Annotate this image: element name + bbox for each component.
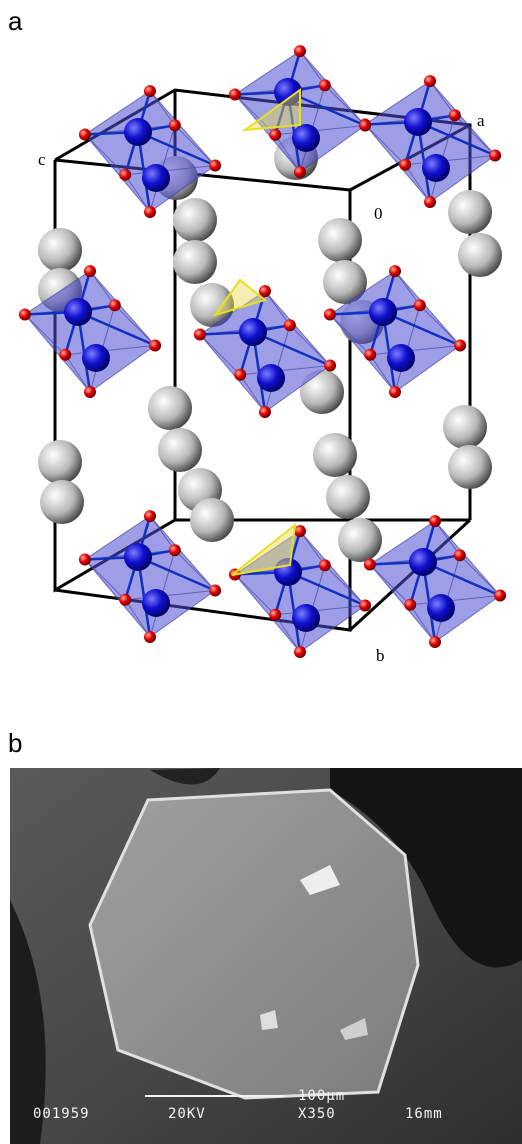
cation-sphere	[458, 233, 502, 277]
metal-sphere	[142, 589, 170, 617]
oxygen-sphere	[109, 299, 121, 311]
axis-label: b	[376, 646, 385, 665]
oxygen-sphere	[414, 299, 426, 311]
sem-info: 001959	[33, 1106, 90, 1122]
oxygen-sphere	[169, 119, 181, 131]
sem-info: 16mm	[405, 1106, 443, 1122]
metal-sphere	[82, 344, 110, 372]
metal-sphere	[387, 344, 415, 372]
oxygen-sphere	[194, 329, 206, 341]
oxygen-sphere	[389, 265, 401, 277]
oxygen-sphere	[119, 169, 131, 181]
metal-sphere	[257, 364, 285, 392]
oxygen-sphere	[359, 600, 371, 612]
oxygen-sphere	[59, 349, 71, 361]
metal-sphere	[292, 124, 320, 152]
oxygen-sphere	[294, 646, 306, 658]
sem-crystal	[90, 790, 418, 1098]
metal-sphere	[142, 164, 170, 192]
axis-label: c	[38, 150, 46, 169]
axis-label: a	[477, 111, 485, 130]
oxygen-sphere	[144, 510, 156, 522]
cation-sphere	[318, 218, 362, 262]
oxygen-sphere	[209, 160, 221, 172]
oxygen-sphere	[229, 89, 241, 101]
panel-label: a	[8, 6, 23, 36]
oxygen-sphere	[259, 285, 271, 297]
cation-sphere	[173, 240, 217, 284]
metal-sphere	[369, 298, 397, 326]
oxygen-sphere	[364, 349, 376, 361]
sem-image: 100µm 001959 20KV X350 16mm	[10, 768, 522, 1144]
oxygen-sphere	[489, 150, 501, 162]
oxygen-sphere	[424, 75, 436, 87]
oxygen-sphere	[259, 406, 271, 418]
figure: a c a 0 b b 100µm 001959 20KV X350 16mm	[0, 0, 522, 1144]
metal-sphere	[239, 318, 267, 346]
metal-sphere	[124, 118, 152, 146]
metal-sphere	[427, 594, 455, 622]
oxygen-sphere	[389, 386, 401, 398]
oxygen-sphere	[19, 309, 31, 321]
crystal-structure	[19, 45, 506, 658]
oxygen-sphere	[149, 340, 161, 352]
oxygen-sphere	[144, 631, 156, 643]
oxygen-sphere	[269, 609, 281, 621]
oxygen-sphere	[324, 309, 336, 321]
oxygen-sphere	[79, 554, 91, 566]
cation-sphere	[326, 475, 370, 519]
metal-sphere	[404, 108, 432, 136]
oxygen-sphere	[269, 129, 281, 141]
oxygen-sphere	[234, 369, 246, 381]
oxygen-sphere	[84, 265, 96, 277]
metal-sphere	[292, 604, 320, 632]
oxygen-sphere	[404, 599, 416, 611]
oxygen-sphere	[294, 166, 306, 178]
oxygen-sphere	[494, 590, 506, 602]
scale-bar-label: 100µm	[298, 1088, 345, 1104]
cation-sphere	[443, 405, 487, 449]
cation-sphere	[38, 228, 82, 272]
cation-sphere	[338, 518, 382, 562]
oxygen-sphere	[454, 549, 466, 561]
oxygen-sphere	[319, 79, 331, 91]
cation-sphere	[313, 433, 357, 477]
cation-sphere	[173, 198, 217, 242]
cation-sphere	[190, 498, 234, 542]
cation-sphere	[448, 445, 492, 489]
metal-sphere	[64, 298, 92, 326]
cation-sphere	[158, 428, 202, 472]
oxygen-sphere	[169, 544, 181, 556]
metal-sphere	[124, 543, 152, 571]
oxygen-sphere	[449, 109, 461, 121]
sem-info: X350	[298, 1106, 336, 1122]
oxygen-sphere	[79, 129, 91, 141]
oxygen-sphere	[119, 594, 131, 606]
oxygen-sphere	[294, 525, 306, 537]
cation-sphere	[448, 190, 492, 234]
sem-info: 20KV	[168, 1106, 206, 1122]
oxygen-sphere	[454, 340, 466, 352]
cation-sphere	[40, 480, 84, 524]
oxygen-sphere	[429, 515, 441, 527]
oxygen-sphere	[399, 159, 411, 171]
oxygen-sphere	[144, 206, 156, 218]
metal-sphere	[409, 548, 437, 576]
oxygen-sphere	[364, 559, 376, 571]
oxygen-sphere	[324, 360, 336, 372]
oxygen-sphere	[294, 45, 306, 57]
oxygen-sphere	[209, 585, 221, 597]
cation-sphere	[38, 440, 82, 484]
oxygen-sphere	[319, 559, 331, 571]
panel-label: b	[8, 728, 22, 758]
oxygen-sphere	[359, 120, 371, 132]
oxygen-sphere	[424, 196, 436, 208]
cation-sphere	[148, 386, 192, 430]
axis-label: 0	[374, 204, 383, 223]
oxygen-sphere	[144, 85, 156, 97]
oxygen-sphere	[84, 386, 96, 398]
oxygen-sphere	[284, 319, 296, 331]
metal-sphere	[422, 154, 450, 182]
oxygen-sphere	[429, 636, 441, 648]
